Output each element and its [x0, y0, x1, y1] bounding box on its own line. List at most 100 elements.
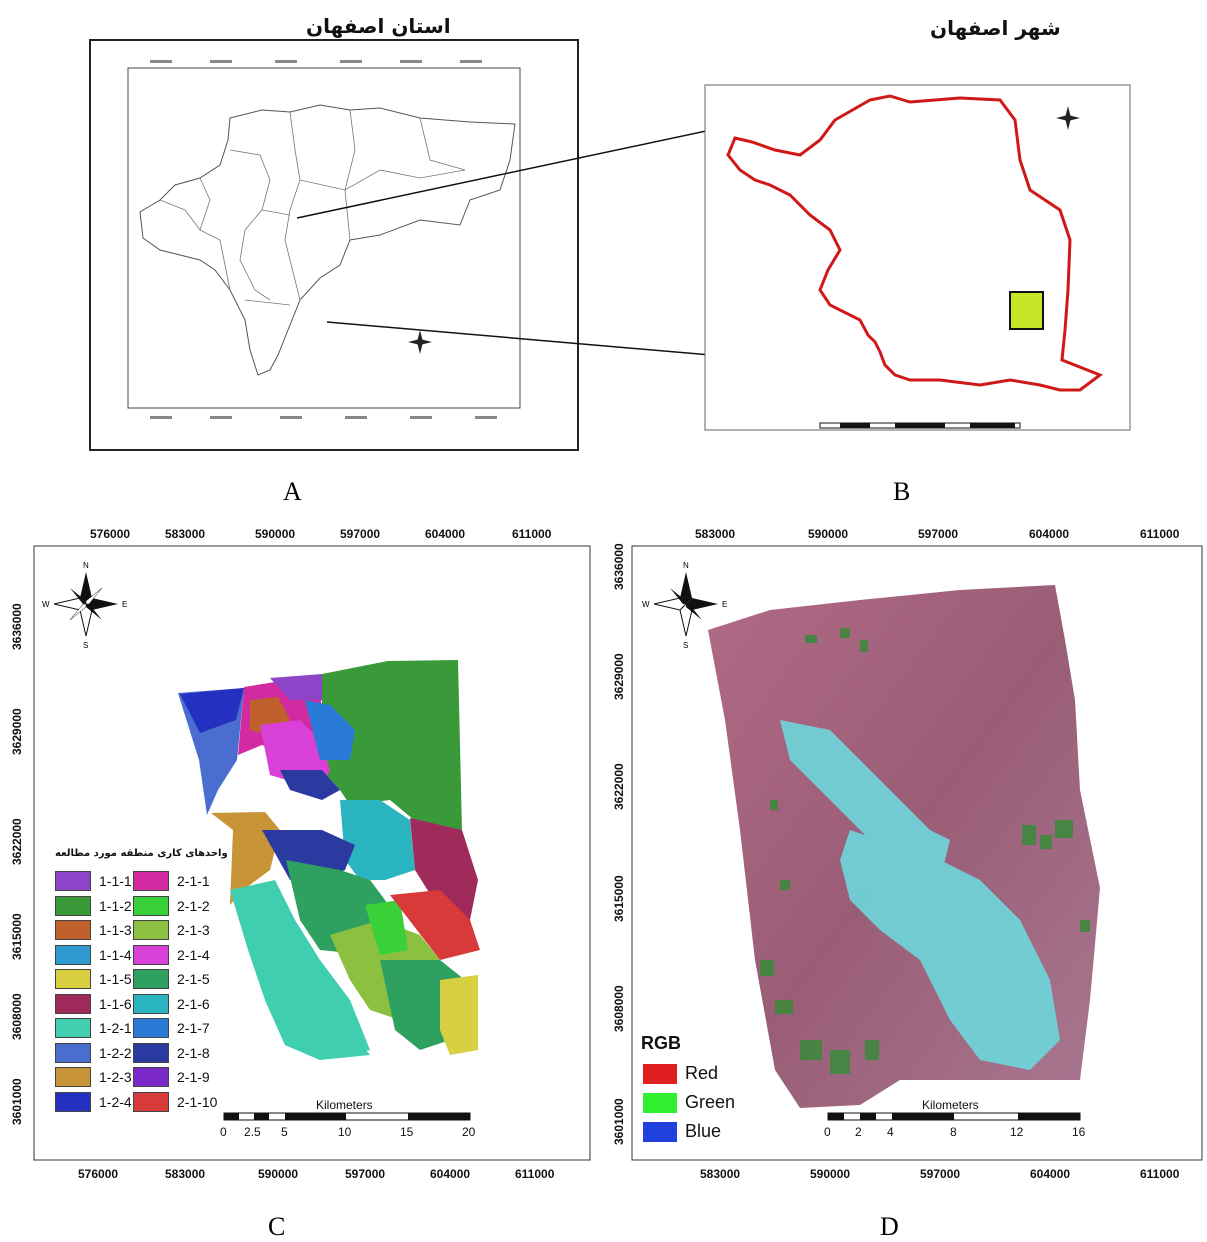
- legend-label: 2-1-2: [177, 897, 210, 914]
- svg-text:N: N: [683, 561, 689, 570]
- panel-a-title: استان اصفهان: [306, 14, 451, 38]
- c-x-tick-top: 576000: [90, 527, 131, 541]
- legend-item: 2-1-8: [133, 1042, 210, 1063]
- rgb-band: Blue: [643, 1121, 721, 1142]
- units-map: N S W E: [33, 545, 591, 1161]
- legend-label: 1-1-5: [99, 971, 132, 987]
- legend-label: 1-2-2: [99, 1044, 132, 1061]
- rgb-swatch: [643, 1063, 677, 1084]
- legend-label: 2-1-10: [177, 1093, 218, 1110]
- panel-b-title: شهر اصفهان: [930, 16, 1061, 40]
- legend-item: 1-1-5: [55, 969, 132, 989]
- legend-swatch: [55, 895, 91, 916]
- compass-icon-c: N S W E: [42, 561, 127, 650]
- d-x-tick-bottom: 583000: [700, 1167, 741, 1181]
- d-x-tick-top: 583000: [695, 527, 736, 541]
- legend-swatch: [55, 1067, 91, 1087]
- c-x-tick-bottom: 583000: [165, 1167, 206, 1181]
- legend-label: 2-1-7: [177, 1020, 210, 1036]
- panel-a-letter: A: [283, 477, 302, 506]
- legend-swatch: [55, 944, 91, 965]
- d-map-frame: [631, 545, 1203, 1161]
- scale-bar-b: [819, 422, 1021, 429]
- legend-item: 2-1-1: [133, 871, 210, 891]
- d-x-tick-top: 590000: [808, 527, 849, 541]
- compass-icon-d: N S W E: [642, 561, 727, 650]
- legend-swatch: [55, 1018, 91, 1038]
- legend-swatch: [55, 920, 91, 940]
- legend-item: 2-1-10: [133, 1091, 218, 1112]
- c-x-tick-top: 590000: [255, 527, 296, 541]
- legend-swatch: [133, 1018, 169, 1038]
- c-x-tick-bottom: 590000: [258, 1167, 299, 1181]
- legend-item: 1-2-4: [55, 1091, 132, 1112]
- legend-item: 2-1-7: [133, 1018, 210, 1038]
- svg-text:S: S: [683, 641, 688, 650]
- compass-icon-b: [1056, 106, 1080, 130]
- legend-item: 1-2-1: [55, 1018, 132, 1038]
- panel-d-letter: D: [880, 1212, 899, 1241]
- d-scale-label: 4: [887, 1125, 894, 1139]
- legend-item: 2-1-2: [133, 895, 210, 916]
- legend-label: 1-2-4: [99, 1093, 132, 1110]
- legend-label: 1-2-3: [99, 1069, 132, 1085]
- c-scale-label: 5: [281, 1125, 288, 1139]
- d-x-tick-top: 604000: [1029, 527, 1070, 541]
- rgb-label: Red: [685, 1063, 719, 1083]
- svg-text:E: E: [122, 600, 127, 609]
- c-scale-title: Kilometers: [316, 1098, 373, 1112]
- panel-b-letter: B: [893, 477, 911, 506]
- d-scale-label: 0: [824, 1125, 831, 1139]
- scale-bar-d: [827, 1112, 1081, 1121]
- legend-item: 2-1-4: [133, 944, 210, 965]
- d-x-tick-bottom: 611000: [1140, 1167, 1180, 1181]
- legend-item: 1-2-2: [55, 1042, 132, 1063]
- legend-item: 1-1-3: [55, 920, 132, 940]
- legend-swatch: [133, 920, 169, 940]
- study-area-box: [1009, 291, 1044, 330]
- legend-label: 2-1-9: [177, 1069, 210, 1085]
- legend-swatch: [55, 1091, 91, 1112]
- d-scale-label: 12: [1010, 1125, 1024, 1139]
- d-x-tick-bottom: 597000: [920, 1167, 961, 1181]
- panel-c-letter: C: [268, 1212, 286, 1241]
- vegetation-patches: [760, 628, 1090, 1074]
- c-scale-label: 20: [462, 1125, 476, 1139]
- legend-label: 2-1-3: [177, 922, 210, 938]
- d-x-tick-bottom: 604000: [1030, 1167, 1071, 1181]
- legend-item: 1-2-3: [55, 1067, 132, 1087]
- legend-label: 1-1-1: [99, 873, 132, 889]
- c-map-frame: [33, 545, 591, 1161]
- compass-icon-a: [408, 330, 432, 354]
- legend-swatch: [55, 993, 91, 1014]
- rgb-swatch: [643, 1092, 677, 1113]
- inner-frame: [127, 67, 521, 409]
- legend-label: 1-1-3: [99, 922, 132, 938]
- legend-label: 2-1-4: [177, 946, 210, 963]
- c-scale-label: 2.5: [244, 1125, 261, 1139]
- legend-label: 1-1-4: [99, 946, 132, 963]
- legend-swatch: [133, 895, 169, 916]
- outer-frame: [89, 39, 579, 451]
- province-outline: [139, 104, 516, 376]
- d-scale-label: 16: [1072, 1125, 1086, 1139]
- rgb-band: Green: [643, 1092, 735, 1113]
- city-frame: [704, 84, 1131, 431]
- rgb-label: Blue: [685, 1121, 722, 1141]
- c-legend-title: واحدهای کاری منطقه مورد مطالعه: [55, 848, 228, 859]
- legend-swatch: [133, 1067, 169, 1087]
- legend-item: 2-1-6: [133, 993, 210, 1014]
- work-units: [178, 660, 480, 1060]
- c-scale-label: 10: [338, 1125, 352, 1139]
- c-x-tick-top: 611000: [512, 527, 552, 541]
- svg-text:E: E: [722, 600, 727, 609]
- bright-soil-areas: [780, 720, 1060, 1070]
- c-scale-label: 0: [220, 1125, 227, 1139]
- legend-label: 2-1-6: [177, 995, 210, 1012]
- city-map: [704, 84, 1131, 431]
- d-scale-label: 2: [855, 1125, 862, 1139]
- c-x-tick-top: 583000: [165, 527, 206, 541]
- legend-swatch: [55, 969, 91, 989]
- c-x-tick-top: 604000: [425, 527, 466, 541]
- legend-label: 2-1-1: [177, 873, 210, 889]
